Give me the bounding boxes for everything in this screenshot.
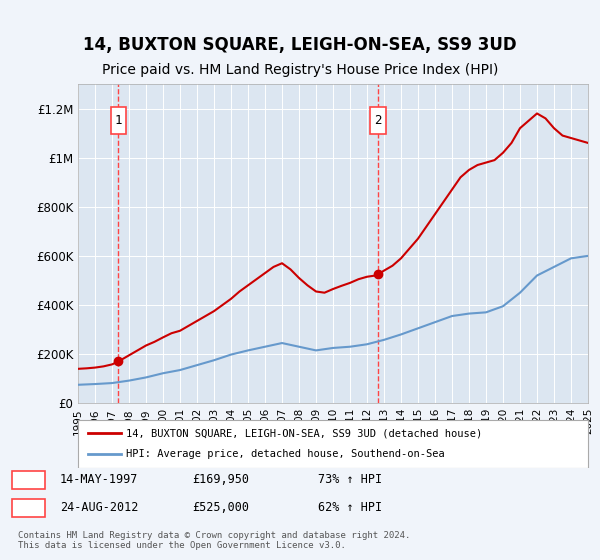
FancyBboxPatch shape [12, 471, 45, 489]
Text: Price paid vs. HM Land Registry's House Price Index (HPI): Price paid vs. HM Land Registry's House … [102, 63, 498, 77]
Text: HPI: Average price, detached house, Southend-on-Sea: HPI: Average price, detached house, Sout… [127, 449, 445, 459]
Text: Contains HM Land Registry data © Crown copyright and database right 2024.
This d: Contains HM Land Registry data © Crown c… [18, 531, 410, 550]
FancyBboxPatch shape [111, 108, 126, 134]
Text: 2: 2 [374, 114, 382, 127]
Text: 62% ↑ HPI: 62% ↑ HPI [318, 501, 382, 515]
FancyBboxPatch shape [370, 108, 386, 134]
Text: 14, BUXTON SQUARE, LEIGH-ON-SEA, SS9 3UD (detached house): 14, BUXTON SQUARE, LEIGH-ON-SEA, SS9 3UD… [127, 428, 482, 438]
Text: £169,950: £169,950 [192, 473, 249, 487]
FancyBboxPatch shape [12, 499, 45, 517]
Text: 14, BUXTON SQUARE, LEIGH-ON-SEA, SS9 3UD: 14, BUXTON SQUARE, LEIGH-ON-SEA, SS9 3UD [83, 36, 517, 54]
Text: 2: 2 [25, 501, 32, 515]
Text: 1: 1 [115, 114, 122, 127]
Text: 1: 1 [25, 473, 32, 487]
Text: £525,000: £525,000 [192, 501, 249, 515]
Text: 24-AUG-2012: 24-AUG-2012 [60, 501, 139, 515]
Text: 73% ↑ HPI: 73% ↑ HPI [318, 473, 382, 487]
Text: 14-MAY-1997: 14-MAY-1997 [60, 473, 139, 487]
